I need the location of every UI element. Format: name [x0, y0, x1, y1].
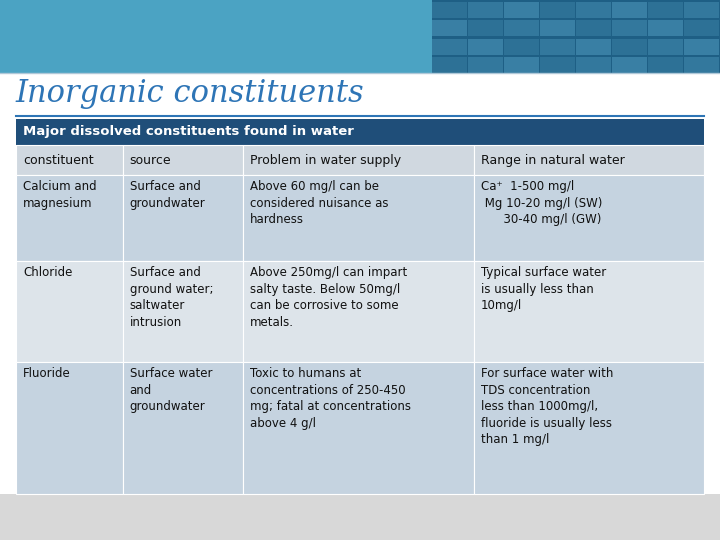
- Text: Above 60 mg/l can be
considered nuisance as
hardness: Above 60 mg/l can be considered nuisance…: [250, 180, 389, 226]
- Bar: [612, 38, 647, 55]
- Bar: [576, 38, 611, 55]
- Bar: [540, 57, 575, 73]
- Bar: [16, 261, 122, 362]
- Bar: [612, 57, 647, 73]
- Bar: [474, 145, 704, 175]
- Bar: [576, 2, 611, 18]
- Bar: [684, 38, 719, 55]
- Bar: [432, 0, 720, 73]
- Text: Problem in water supply: Problem in water supply: [250, 153, 401, 166]
- Text: Major dissolved constituents found in water: Major dissolved constituents found in wa…: [23, 125, 354, 138]
- Bar: [468, 2, 503, 18]
- Bar: [16, 119, 704, 145]
- Bar: [684, 21, 719, 36]
- Bar: [648, 2, 683, 18]
- Bar: [243, 175, 474, 261]
- Bar: [122, 145, 243, 175]
- Bar: [540, 38, 575, 55]
- Bar: [432, 21, 467, 36]
- Text: Typical surface water
is usually less than
10mg/l: Typical surface water is usually less th…: [481, 266, 606, 312]
- Bar: [16, 145, 122, 175]
- Bar: [648, 21, 683, 36]
- Bar: [16, 175, 122, 261]
- Bar: [648, 57, 683, 73]
- Text: Chloride: Chloride: [23, 266, 73, 279]
- Bar: [432, 38, 467, 55]
- Bar: [504, 57, 539, 73]
- Text: Fluoride: Fluoride: [23, 367, 71, 380]
- Text: Surface and
ground water;
saltwater
intrusion: Surface and ground water; saltwater intr…: [130, 266, 213, 328]
- Text: constituent: constituent: [23, 153, 94, 166]
- Text: Inorganic constituents: Inorganic constituents: [16, 78, 364, 109]
- Bar: [468, 57, 503, 73]
- Text: Surface and
groundwater: Surface and groundwater: [130, 180, 205, 210]
- Bar: [474, 261, 704, 362]
- Bar: [504, 21, 539, 36]
- Bar: [540, 21, 575, 36]
- Bar: [432, 2, 467, 18]
- Bar: [648, 38, 683, 55]
- Bar: [243, 145, 474, 175]
- Text: Calcium and
magnesium: Calcium and magnesium: [23, 180, 96, 210]
- Text: Ca⁺  1-500 mg/l
 Mg 10-20 mg/l (SW)
      30-40 mg/l (GW): Ca⁺ 1-500 mg/l Mg 10-20 mg/l (SW) 30-40 …: [481, 180, 602, 226]
- Bar: [684, 57, 719, 73]
- Bar: [612, 2, 647, 18]
- Bar: [16, 362, 122, 494]
- Bar: [122, 362, 243, 494]
- Bar: [504, 38, 539, 55]
- Bar: [474, 362, 704, 494]
- Text: Range in natural water: Range in natural water: [481, 153, 624, 166]
- Bar: [243, 261, 474, 362]
- Bar: [468, 21, 503, 36]
- Bar: [576, 57, 611, 73]
- Text: Surface water
and
groundwater: Surface water and groundwater: [130, 367, 212, 413]
- Bar: [504, 2, 539, 18]
- Bar: [0, 494, 720, 540]
- Bar: [474, 175, 704, 261]
- Bar: [612, 21, 647, 36]
- Bar: [684, 2, 719, 18]
- Bar: [243, 362, 474, 494]
- Text: Toxic to humans at
concentrations of 250-450
mg; fatal at concentrations
above 4: Toxic to humans at concentrations of 250…: [250, 367, 411, 430]
- Bar: [576, 21, 611, 36]
- Text: source: source: [130, 153, 171, 166]
- Text: For surface water with
TDS concentration
less than 1000mg/l,
fluoride is usually: For surface water with TDS concentration…: [481, 367, 613, 446]
- Bar: [0, 0, 432, 73]
- Text: Above 250mg/l can impart
salty taste. Below 50mg/l
can be corrosive to some
meta: Above 250mg/l can impart salty taste. Be…: [250, 266, 408, 328]
- Bar: [122, 175, 243, 261]
- Bar: [122, 261, 243, 362]
- Bar: [540, 2, 575, 18]
- Bar: [432, 57, 467, 73]
- Bar: [468, 38, 503, 55]
